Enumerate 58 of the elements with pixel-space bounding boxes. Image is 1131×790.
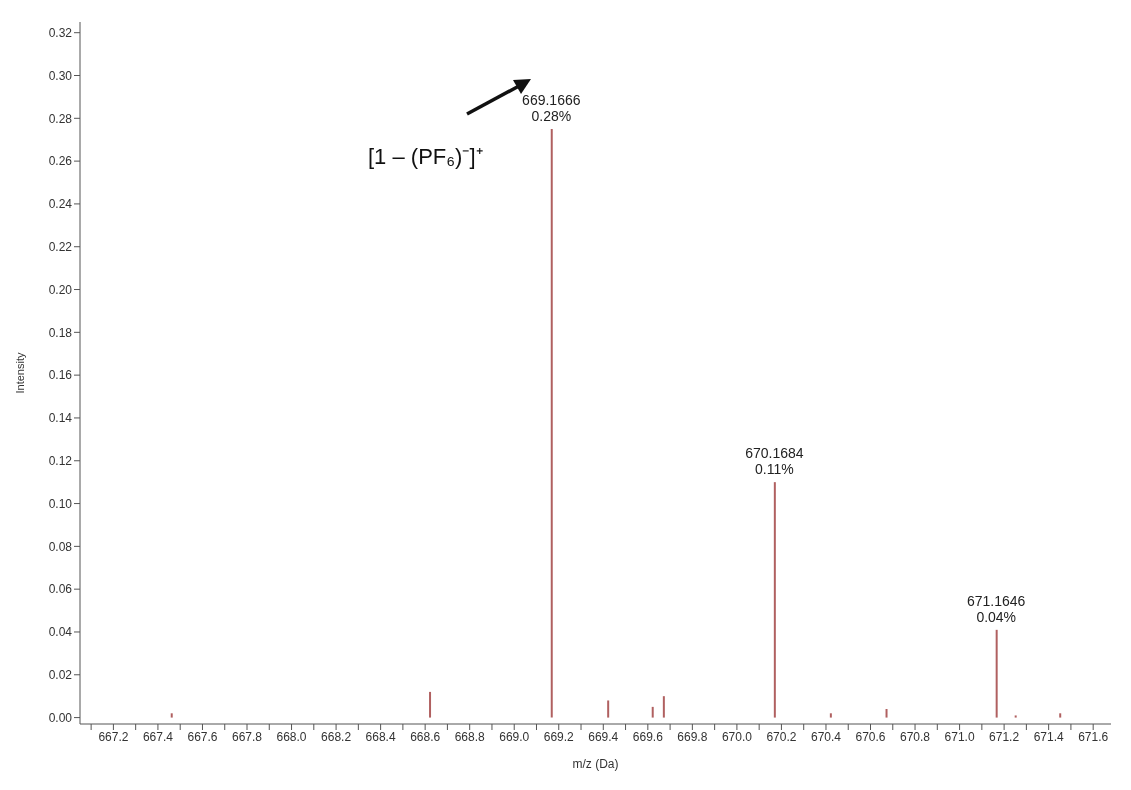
x-tick-label: 668.0 bbox=[276, 729, 307, 744]
x-tick-label: 671.4 bbox=[1033, 729, 1064, 744]
x-tick-label: 668.4 bbox=[365, 729, 396, 744]
bar bbox=[550, 129, 553, 718]
annotation: 669.1666 0.28% bbox=[522, 92, 581, 125]
x-axis-title: m/z (Da) bbox=[572, 757, 619, 771]
x-tick-label: 668.2 bbox=[321, 729, 352, 744]
x-tick-label: 669.8 bbox=[677, 729, 708, 744]
y-axis-title: Intensity bbox=[13, 352, 26, 394]
bar bbox=[1059, 713, 1062, 718]
x-tick-label: 671.0 bbox=[944, 729, 975, 744]
y-tick-label: 0.06 bbox=[48, 582, 73, 597]
x-tick-label: 669.6 bbox=[632, 729, 664, 744]
x-tick-label: 669.0 bbox=[499, 729, 530, 744]
x-tick-label: 670.0 bbox=[721, 729, 753, 744]
bar bbox=[773, 482, 776, 718]
bar bbox=[885, 709, 888, 718]
x-tick-label: 670.4 bbox=[810, 729, 842, 744]
x-tick-label: 670.2 bbox=[766, 729, 797, 744]
y-tick-label: 0.16 bbox=[48, 368, 73, 383]
bar bbox=[651, 706, 654, 718]
y-tick-label: 0.32 bbox=[48, 25, 73, 40]
y-tick-label: 0.20 bbox=[48, 282, 73, 297]
bar bbox=[170, 713, 173, 718]
x-tick-label: 671.6 bbox=[1078, 729, 1109, 744]
y-tick-label: 0.14 bbox=[48, 411, 73, 426]
x-tick-label: 669.4 bbox=[588, 729, 619, 744]
bar bbox=[607, 700, 610, 718]
x-tick-label: 667.2 bbox=[98, 729, 129, 744]
bar bbox=[662, 696, 665, 718]
y-tick-label: 0.04 bbox=[48, 625, 73, 640]
x-tick-label: 670.6 bbox=[855, 729, 886, 744]
y-tick-label: 0.00 bbox=[48, 710, 73, 725]
x-tick-label: 667.4 bbox=[142, 729, 174, 744]
x-tick-label: 671.2 bbox=[989, 729, 1020, 744]
annotation: [1 – (PF₆)⁻]⁺ bbox=[368, 143, 483, 170]
bar bbox=[429, 691, 432, 718]
x-tick-label: 670.8 bbox=[900, 729, 931, 744]
y-tick-label: 0.26 bbox=[48, 154, 73, 169]
x-tick-label: 667.8 bbox=[231, 729, 263, 744]
y-tick-label: 0.30 bbox=[48, 68, 73, 83]
y-tick-label: 0.02 bbox=[48, 668, 73, 683]
annotation: 670.1684 0.11% bbox=[745, 445, 804, 478]
x-tick-label: 668.6 bbox=[410, 729, 441, 744]
y-tick-label: 0.10 bbox=[48, 496, 73, 511]
bar bbox=[1014, 715, 1017, 718]
y-tick-label: 0.28 bbox=[48, 111, 73, 126]
y-tick-label: 0.08 bbox=[48, 539, 73, 554]
y-tick-label: 0.18 bbox=[48, 325, 73, 340]
y-tick-label: 0.22 bbox=[48, 239, 73, 254]
y-tick-label: 0.24 bbox=[48, 197, 73, 212]
annotation: 671.1646 0.04% bbox=[967, 592, 1026, 625]
bar bbox=[829, 713, 832, 718]
x-tick-label: 667.6 bbox=[187, 729, 218, 744]
bar bbox=[995, 629, 998, 718]
x-tick-label: 668.8 bbox=[454, 729, 486, 744]
y-tick-label: 0.12 bbox=[48, 454, 73, 469]
x-tick-label: 669.2 bbox=[543, 729, 575, 744]
